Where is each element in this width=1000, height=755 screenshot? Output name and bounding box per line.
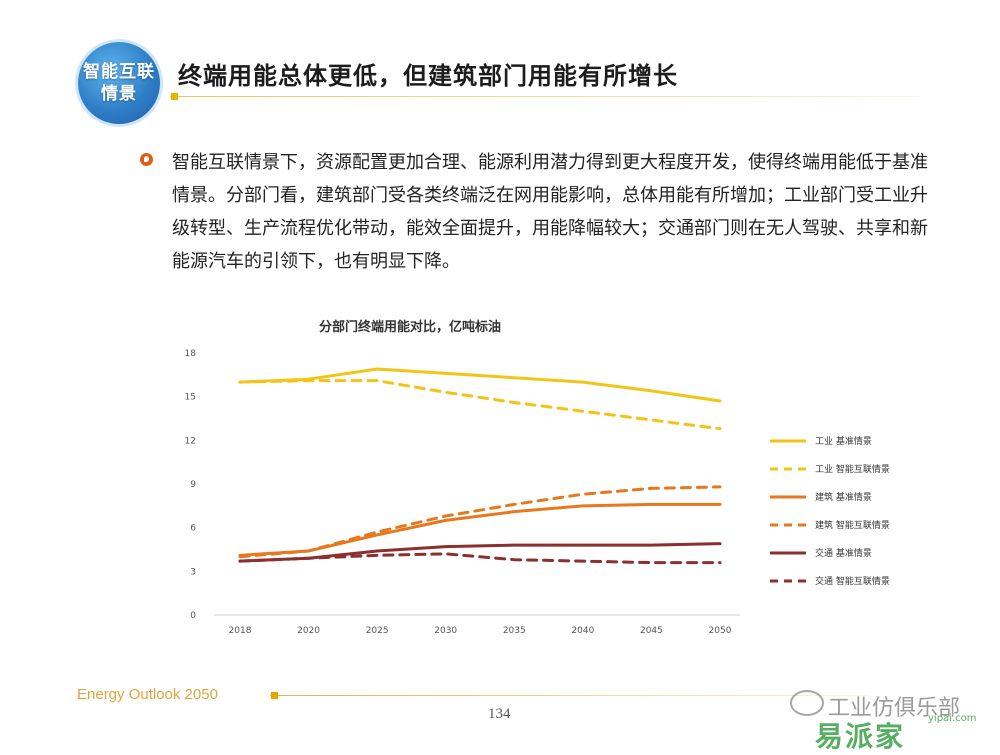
bullet-icon	[140, 153, 153, 166]
footer-brand: Energy Outlook 2050	[77, 686, 218, 703]
x-tick-label: 2050	[709, 626, 732, 636]
watermark-logo: 易派家	[815, 720, 906, 753]
x-tick-label: 2040	[571, 626, 594, 636]
scenario-logo: 智能互联 情景	[78, 42, 160, 124]
watermark-url: yipai.com	[928, 713, 977, 724]
y-tick-label: 6	[190, 524, 196, 534]
series-line	[238, 502, 722, 557]
wechat-icon	[790, 690, 824, 716]
watermark-text: 工业仿俱乐部	[828, 696, 961, 721]
legend-label: 工业 基准情景	[815, 435, 872, 447]
end-use-energy-chart: 分部门终端用能对比，亿吨标油 0 3 6 9 12 15 18 2018 2020 2025 2030…	[185, 319, 890, 636]
legend-label: 交通 智能互联情景	[815, 575, 890, 587]
series-line	[238, 379, 722, 431]
footer-divider	[270, 695, 870, 696]
page-title: 终端用能总体更低，但建筑部门用能有所增长	[178, 62, 678, 90]
body-paragraph: 智能互联情景下，资源配置更加合理、能源利用潜力得到更大程度开发，使得终端用能低于…	[172, 152, 928, 272]
x-tick-label: 2020	[297, 626, 320, 636]
series-line	[238, 485, 722, 559]
x-tick-label: 2025	[366, 626, 389, 636]
legend-label: 工业 智能互联情景	[815, 463, 890, 475]
title-divider	[170, 96, 920, 97]
legend-label: 建筑 智能互联情景	[815, 519, 890, 531]
x-tick-label: 2045	[640, 626, 663, 636]
x-tick-label: 2030	[434, 626, 457, 636]
legend-label: 交通 基准情景	[815, 547, 872, 559]
legend-label: 建筑 基准情景	[815, 491, 872, 503]
x-tick-label: 2035	[503, 626, 526, 636]
series-line	[238, 367, 722, 403]
series-line	[238, 552, 722, 565]
logo-line-1: 智能互联	[83, 62, 155, 82]
footer-divider-marker	[271, 692, 278, 699]
x-tick-label: 2018	[229, 626, 252, 636]
chart-title: 分部门终端用能对比，亿吨标油	[319, 319, 501, 335]
page-number: 134	[488, 706, 511, 722]
y-tick-label: 9	[190, 480, 196, 490]
title-divider-marker	[171, 93, 178, 100]
y-tick-label: 12	[185, 436, 196, 446]
y-tick-label: 18	[185, 349, 197, 359]
logo-line-2: 情景	[101, 84, 137, 104]
y-tick-label: 15	[185, 393, 196, 403]
y-tick-label: 0	[190, 611, 196, 621]
y-tick-label: 3	[190, 567, 196, 577]
